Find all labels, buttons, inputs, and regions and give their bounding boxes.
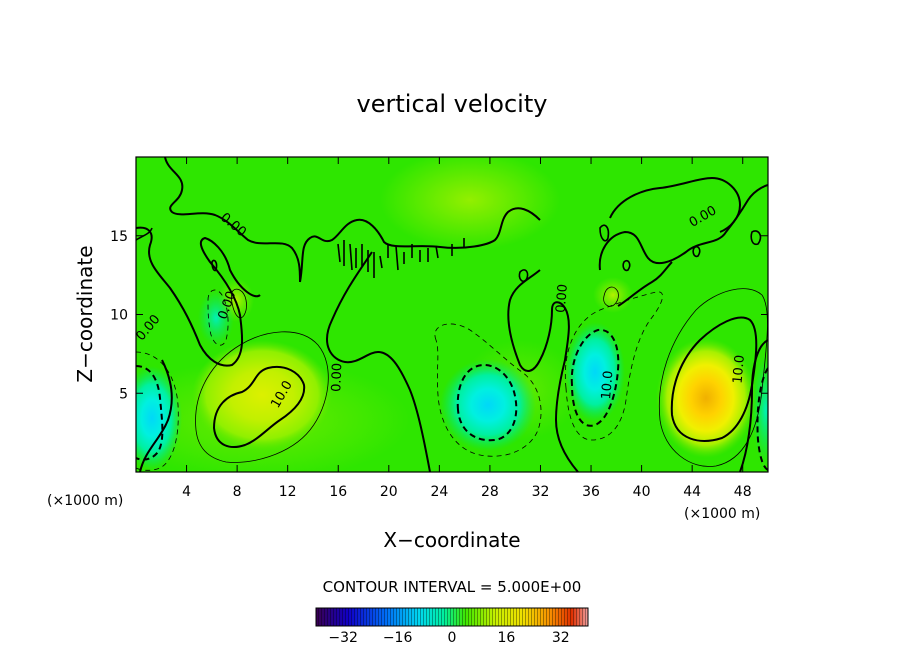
zero-contour-top-right [609,176,742,233]
y-tick-label: 10 [110,308,128,324]
neg-cell-edge-right [752,355,768,465]
x-tick-label: 16 [329,484,347,500]
contour-label: 10.0 [599,370,616,400]
x-unit-left: (×1000 m) [47,493,123,509]
zero-contour-center [507,269,579,472]
x-tick-label: 28 [481,484,499,500]
colorbar-tick-label: 16 [497,630,515,646]
chart-title: vertical velocity [357,90,548,118]
neg-cell-center [440,359,536,451]
x-unit-right: (×1000 m) [684,506,760,522]
contour-10-right [670,316,758,442]
neg5-contour-center [434,323,542,457]
colorbar: −32 −16 0 16 32 [315,607,589,646]
pos-cell-upper-right [593,277,633,313]
neg-contour-center [456,363,518,442]
x-tick-label: 20 [380,484,398,500]
zero-contour-top [164,157,541,283]
zero-contour-bottom-left [139,359,173,472]
contour-noise [136,224,762,283]
x-tick-label: 12 [279,484,297,500]
contour-interval-text: CONTOUR INTERVAL = 5.000E+00 [323,578,582,596]
neg5-contour-edge-left [136,351,179,471]
colorbar-ticks: −32 −16 0 16 32 [328,630,569,646]
zero-contour-mid [326,251,431,472]
x-tick-label: 44 [683,484,701,500]
contour-label: 0.00 [554,283,571,313]
x-tick-label: 4 [182,484,191,500]
neg-contour-edge-left [136,365,164,461]
contour-10-left [212,366,306,448]
y-tick-label: 15 [110,229,128,245]
contour-label: 10.0 [731,354,748,384]
colorbar-tick-label: −16 [383,630,413,646]
zero-contour-left [136,226,261,367]
contour-5-upper-right [603,286,619,307]
y-axis: 5 10 15 [110,229,768,402]
colorbar-tick-label: 0 [448,630,457,646]
neg-cell-right [565,322,625,422]
x-tick-label: 40 [633,484,651,500]
neg-cell-upper-left [198,290,234,346]
colorbar-frame [315,607,589,627]
contour-lines [136,157,768,472]
y-tick-label: 5 [119,386,128,402]
contour-5-left [195,331,329,463]
x-tick-label: 24 [430,484,448,500]
contour-label: 0.00 [329,363,345,392]
x-axis: 4 8 12 16 20 24 28 32 36 40 44 48 [182,157,752,500]
neg-cell-edge-left [136,366,182,470]
x-tick-label: 48 [734,484,752,500]
y-axis-label: Z−coordinate [73,245,97,382]
colorbar-tick-label: −32 [328,630,358,646]
neg-contour-right [570,328,620,427]
x-axis-label: X−coordinate [383,528,520,552]
x-tick-label: 32 [532,484,550,500]
colorbar-tick-label: 32 [552,630,570,646]
neg-contour-edge-right [756,367,768,471]
contour-5-upper-left [231,288,247,319]
colorbar-stripes [316,608,588,626]
contour-5-right [658,288,768,467]
x-tick-label: 36 [582,484,600,500]
neg5-contour-right [564,291,663,441]
pos-cell-left [192,340,332,450]
x-tick-label: 8 [233,484,242,500]
